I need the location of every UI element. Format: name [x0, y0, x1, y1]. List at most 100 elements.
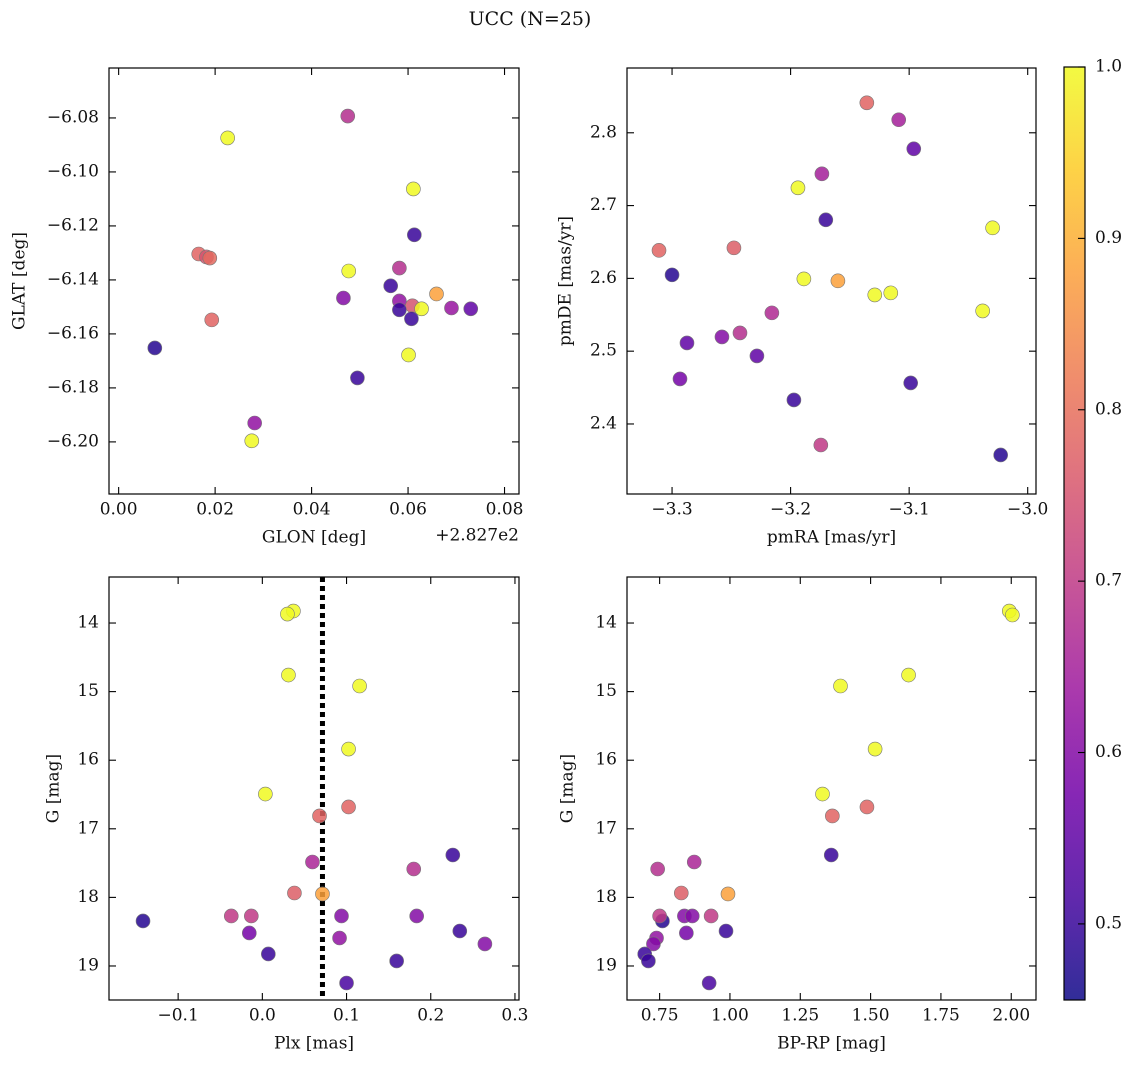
- point: [409, 908, 424, 924]
- point: [202, 250, 218, 266]
- x-tick-label: 0.75: [641, 1006, 679, 1026]
- point: [790, 180, 806, 196]
- point: [332, 930, 347, 946]
- y-tick-label: 2.4: [590, 413, 617, 433]
- point: [720, 886, 736, 902]
- plot-frame: [108, 576, 520, 1001]
- point: [891, 112, 907, 128]
- x-tick-label: 1.00: [711, 1006, 749, 1026]
- point: [718, 923, 734, 939]
- point: [258, 786, 273, 802]
- y-tick-label: 2.7: [590, 195, 617, 215]
- point: [287, 885, 302, 901]
- point: [389, 953, 404, 969]
- point: [903, 375, 918, 391]
- point: [906, 141, 922, 157]
- y-tick-label: 19: [77, 955, 99, 975]
- point: [444, 300, 459, 316]
- point: [392, 302, 407, 318]
- x-tick-label: 1.50: [852, 1006, 890, 1026]
- point: [452, 923, 468, 939]
- point: [985, 220, 1000, 236]
- point: [867, 741, 883, 757]
- y-tick-label: 2.6: [590, 268, 617, 288]
- point: [1005, 607, 1020, 623]
- point: [641, 953, 656, 969]
- y-tick-label: 15: [77, 681, 99, 701]
- y-tick-label: −6.18: [47, 377, 99, 397]
- point: [383, 278, 398, 294]
- y-tick-label: −6.20: [47, 431, 99, 451]
- point: [340, 108, 356, 124]
- y-tick-label: 19: [595, 955, 617, 975]
- y-tick-label: 2.8: [590, 122, 617, 142]
- y-axis-label: G [mag]: [558, 754, 578, 823]
- point: [679, 925, 694, 941]
- y-tick-label: −6.10: [47, 161, 99, 181]
- point: [445, 847, 461, 863]
- point: [749, 348, 765, 364]
- point: [204, 312, 220, 328]
- point: [664, 267, 680, 283]
- point: [429, 286, 444, 302]
- point: [818, 212, 834, 228]
- point: [993, 447, 1008, 463]
- point: [859, 95, 875, 111]
- x-tick-label: 1.75: [922, 1006, 960, 1026]
- y-tick-label: 16: [595, 750, 617, 770]
- y-tick-label: 17: [77, 818, 99, 838]
- y-tick-label: 17: [595, 818, 617, 838]
- y-tick-label: 15: [595, 681, 617, 701]
- figure-title: UCC (N=25): [469, 8, 592, 30]
- point: [673, 885, 689, 901]
- y-axis-label: GLAT [deg]: [10, 232, 30, 330]
- y-tick-label: −6.16: [47, 323, 99, 343]
- point: [830, 273, 846, 289]
- point: [305, 854, 320, 870]
- point: [350, 370, 365, 386]
- x-tick-label: 0.2: [417, 1006, 444, 1026]
- point: [463, 301, 479, 317]
- x-tick-label: −0.1: [157, 1006, 198, 1026]
- plot-frame: [108, 67, 520, 495]
- point: [684, 908, 700, 924]
- point: [477, 936, 493, 952]
- point: [732, 325, 748, 341]
- point: [315, 886, 330, 902]
- point: [220, 130, 235, 146]
- y-tick-label: −6.14: [47, 269, 99, 289]
- point: [223, 908, 239, 924]
- y-tick-label: 14: [77, 613, 99, 633]
- point: [764, 305, 780, 321]
- point: [147, 340, 163, 356]
- point: [401, 347, 416, 363]
- point: [651, 243, 667, 258]
- point: [336, 290, 351, 306]
- point: [406, 861, 422, 877]
- x-tick-label: 1.25: [781, 1006, 819, 1026]
- point: [341, 263, 357, 279]
- point: [407, 227, 422, 243]
- point: [280, 606, 295, 622]
- point: [701, 975, 717, 991]
- point: [796, 271, 812, 287]
- point: [334, 908, 349, 924]
- x-offset-label: +2.827e2: [435, 526, 519, 546]
- colorbar-tick-label: 0.5: [1095, 913, 1122, 933]
- colorbar-tick-label: 1.0: [1095, 57, 1122, 77]
- point: [883, 285, 899, 301]
- point: [825, 808, 840, 824]
- point: [247, 415, 262, 431]
- point: [135, 913, 151, 929]
- point: [244, 908, 259, 924]
- point: [414, 301, 429, 317]
- x-tick-label: 0.3: [501, 1006, 528, 1026]
- point: [352, 678, 367, 694]
- colorbar-tick-label: 0.8: [1095, 399, 1122, 419]
- y-tick-label: 2.5: [590, 341, 617, 361]
- point: [404, 311, 419, 327]
- x-tick-label: 0.06: [389, 500, 427, 520]
- point: [341, 799, 356, 815]
- y-tick-label: 18: [77, 887, 99, 907]
